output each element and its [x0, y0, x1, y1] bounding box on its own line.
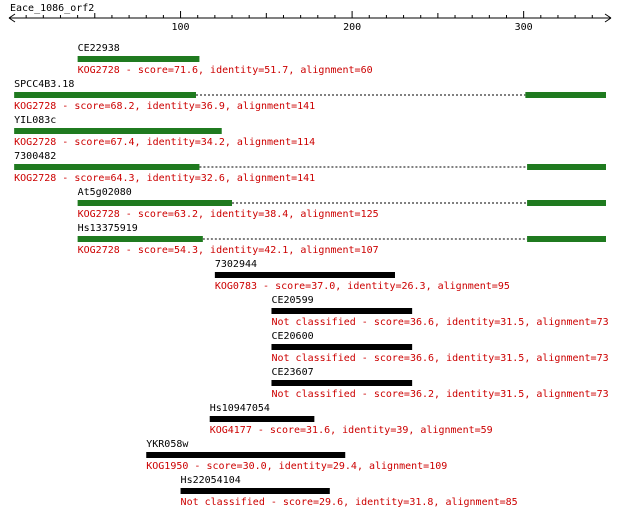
hit-description: KOG2728 - score=71.6, identity=51.7, ali…	[78, 65, 373, 76]
hit-description: KOG2728 - score=64.3, identity=32.6, ali…	[14, 173, 315, 184]
hit-bar	[271, 308, 413, 314]
hit-row: Hs22054104 Not classified - score=29.6, i…	[180, 475, 518, 508]
hit-name: At5g02080	[78, 187, 132, 198]
hit-row: 7302944 KOG0783 - score=37.0, identity=26…	[214, 259, 510, 292]
hit-description: KOG2728 - score=67.4, identity=34.2, ali…	[14, 137, 315, 148]
axis-left-arrow	[8, 13, 16, 23]
query-title: Eace_1086_orf2	[10, 3, 94, 14]
hit-description: KOG4177 - score=31.6, identity=39, align…	[210, 425, 493, 436]
axis-right-arrow	[604, 13, 612, 23]
hit-name: SPCC4B3.18	[14, 79, 74, 90]
axis-tick-label: 300	[515, 22, 533, 33]
hit-description: KOG2728 - score=68.2, identity=36.9, ali…	[14, 101, 315, 112]
hit-row: SPCC4B3.18 KOG2728 - score=68.2, identity…	[14, 79, 606, 112]
hit-description: Not classified - score=29.6, identity=31…	[181, 497, 518, 508]
query-axis: 100 200 300	[8, 11, 612, 33]
hit-name: CE22938	[78, 43, 120, 54]
hit-name: YKR058w	[146, 439, 189, 450]
axis-tick-label: 100	[172, 22, 190, 33]
hit-row: YIL083c KOG2728 - score=67.4, identity=34…	[14, 115, 315, 148]
hit-bar	[527, 164, 606, 170]
hit-row: At5g02080 KOG2728 - score=63.2, identity=…	[77, 187, 606, 220]
hit-row: CE20599 Not classified - score=36.6, iden…	[271, 295, 609, 328]
hit-bar	[14, 164, 200, 170]
hit-bar	[14, 128, 222, 134]
hit-row: CE23607 Not classified - score=36.2, iden…	[271, 367, 609, 400]
hit-description: KOG0783 - score=37.0, identity=26.3, ali…	[215, 281, 510, 292]
axis-tick-label: 200	[343, 22, 361, 33]
hit-name: CE20600	[271, 331, 313, 342]
hit-description: Not classified - score=36.6, identity=31…	[271, 317, 608, 328]
hit-row: 7300482 KOG2728 - score=64.3, identity=32…	[14, 151, 606, 184]
hit-name: CE20599	[271, 295, 313, 306]
hit-description: KOG2728 - score=54.3, identity=42.1, ali…	[78, 245, 379, 256]
hit-description: KOG1950 - score=30.0, identity=29.4, ali…	[146, 461, 447, 472]
hit-row: CE22938 KOG2728 - score=71.6, identity=51…	[77, 43, 373, 76]
hit-name: CE23607	[271, 367, 313, 378]
hit-bar	[525, 92, 606, 98]
hit-description: KOG2728 - score=63.2, identity=38.4, ali…	[78, 209, 379, 220]
hit-bar	[214, 272, 395, 278]
hit-bar	[77, 200, 233, 206]
hit-name: YIL083c	[14, 115, 56, 126]
hit-row: CE20600 Not classified - score=36.6, iden…	[271, 331, 609, 364]
hit-row: Hs13375919 KOG2728 - score=54.3, identity…	[77, 223, 606, 256]
hit-bar	[146, 452, 346, 458]
hit-description: Not classified - score=36.6, identity=31…	[271, 353, 608, 364]
hit-bar	[209, 416, 315, 422]
hit-description: Not classified - score=36.2, identity=31…	[271, 389, 608, 400]
hit-bar	[271, 344, 413, 350]
hit-bar	[180, 488, 330, 494]
hit-name: 7302944	[215, 259, 257, 270]
hit-bar	[527, 236, 606, 242]
hit-name: Hs22054104	[181, 475, 241, 486]
hit-list: CE22938 KOG2728 - score=71.6, identity=51…	[14, 43, 609, 508]
hit-bar	[77, 56, 200, 62]
hit-bar	[527, 200, 606, 206]
hit-name: Hs10947054	[210, 403, 270, 414]
hit-name: Hs13375919	[78, 223, 138, 234]
hit-bar	[14, 92, 196, 98]
hit-bar	[271, 380, 413, 386]
hit-row: Hs10947054 KOG4177 - score=31.6, identity…	[209, 403, 493, 436]
hit-name: 7300482	[14, 151, 56, 162]
hit-row: YKR058w KOG1950 - score=30.0, identity=29…	[146, 439, 447, 472]
hit-bar	[77, 236, 203, 242]
